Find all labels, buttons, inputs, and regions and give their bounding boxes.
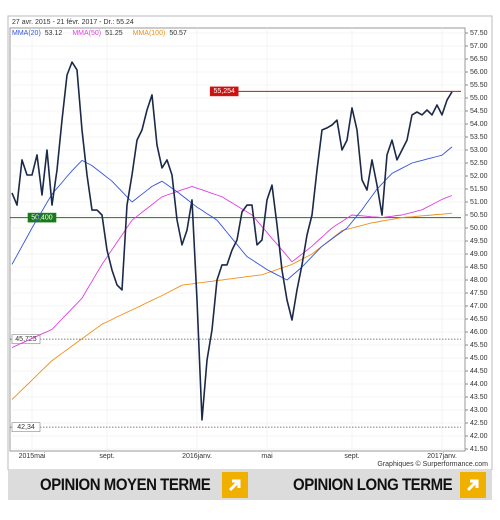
x-tick-label: sept.: [99, 453, 114, 460]
y-tick-label: 47.50: [470, 290, 488, 297]
y-tick-label: 57.00: [470, 43, 488, 50]
y-tick-label: 56.00: [470, 69, 488, 76]
legend-name: MMA(50): [72, 30, 101, 37]
legend-value: 53.12: [45, 30, 63, 37]
chart: 27 avr. 2015 - 21 févr. 2017 - Dr.: 55.2…: [7, 15, 493, 470]
y-tick-label: 41.50: [470, 446, 488, 453]
y-tick-label: 45.00: [470, 355, 488, 362]
y-tick-label: 44.00: [470, 381, 488, 388]
y-tick-label: 51.00: [470, 199, 488, 206]
arrow-icon[interactable]: [460, 472, 486, 498]
x-tick-label: mai: [261, 453, 273, 460]
legend-name: MMA(20): [12, 30, 41, 37]
y-tick-label: 46.00: [470, 329, 488, 336]
y-tick-label: 51.50: [470, 186, 488, 193]
arrow-icon[interactable]: [222, 472, 248, 498]
y-tick-label: 47.00: [470, 303, 488, 310]
y-tick-label: 49.00: [470, 251, 488, 258]
y-tick-label: 44.50: [470, 368, 488, 375]
y-tick-label: 43.00: [470, 407, 488, 414]
legend-value: 50.57: [169, 30, 187, 37]
credit: Graphiques © Surperformance.com: [377, 460, 488, 468]
legend-value: 51.25: [105, 30, 123, 37]
x-tick-label: 2017janv.: [427, 453, 457, 460]
chart-title: 27 avr. 2015 - 21 févr. 2017 - Dr.: 55.2…: [12, 19, 134, 26]
y-tick-label: 45.50: [470, 342, 488, 349]
y-tick-label: 55.00: [470, 95, 488, 102]
series-line: [11, 185, 453, 349]
y-tick-label: 50.00: [470, 225, 488, 232]
y-tick-label: 42.00: [470, 433, 488, 440]
chart-frame: [7, 15, 493, 470]
y-tick-label: 48.50: [470, 264, 488, 271]
x-tick-label: 2015mai: [19, 453, 46, 460]
level-label: 50,400: [31, 214, 53, 221]
opinion-long[interactable]: OPINION LONG TERME: [293, 475, 453, 494]
y-tick-label: 53.00: [470, 147, 488, 154]
y-tick-label: 53.50: [470, 134, 488, 141]
x-tick-label: 2016janv.: [182, 453, 212, 460]
legend-name: MMA(100): [133, 30, 166, 37]
y-tick-label: 52.50: [470, 160, 488, 167]
series-line: [11, 212, 453, 400]
y-tick-label: 54.50: [470, 108, 488, 115]
y-tick-label: 46.50: [470, 316, 488, 323]
level-label-box: [209, 86, 239, 97]
plot-area: [9, 27, 466, 452]
opinion-medium[interactable]: OPINION MOYEN TERME: [40, 475, 211, 494]
y-tick-label: 57.50: [470, 30, 488, 37]
y-tick-label: 55.50: [470, 82, 488, 89]
y-tick-label: 54.00: [470, 121, 488, 128]
y-tick-label: 52.00: [470, 173, 488, 180]
level-label-box: [11, 334, 41, 344]
y-tick-label: 56.50: [470, 56, 488, 63]
level-label-box: [11, 422, 41, 432]
level-label: 42,34: [17, 424, 35, 431]
y-tick-label: 50.50: [470, 212, 488, 219]
y-tick-label: 42.50: [470, 420, 488, 427]
opinion-bar: OPINION MOYEN TERME OPINION LONG TERME: [8, 470, 492, 500]
series-line: [11, 61, 453, 421]
y-tick-label: 48.00: [470, 277, 488, 284]
x-tick-label: sept.: [344, 453, 359, 460]
level-label: 45,725: [15, 336, 37, 343]
y-tick-label: 49.50: [470, 238, 488, 245]
level-label: 55,254: [213, 88, 235, 95]
level-label-box: [27, 212, 57, 223]
y-tick-label: 43.50: [470, 394, 488, 401]
